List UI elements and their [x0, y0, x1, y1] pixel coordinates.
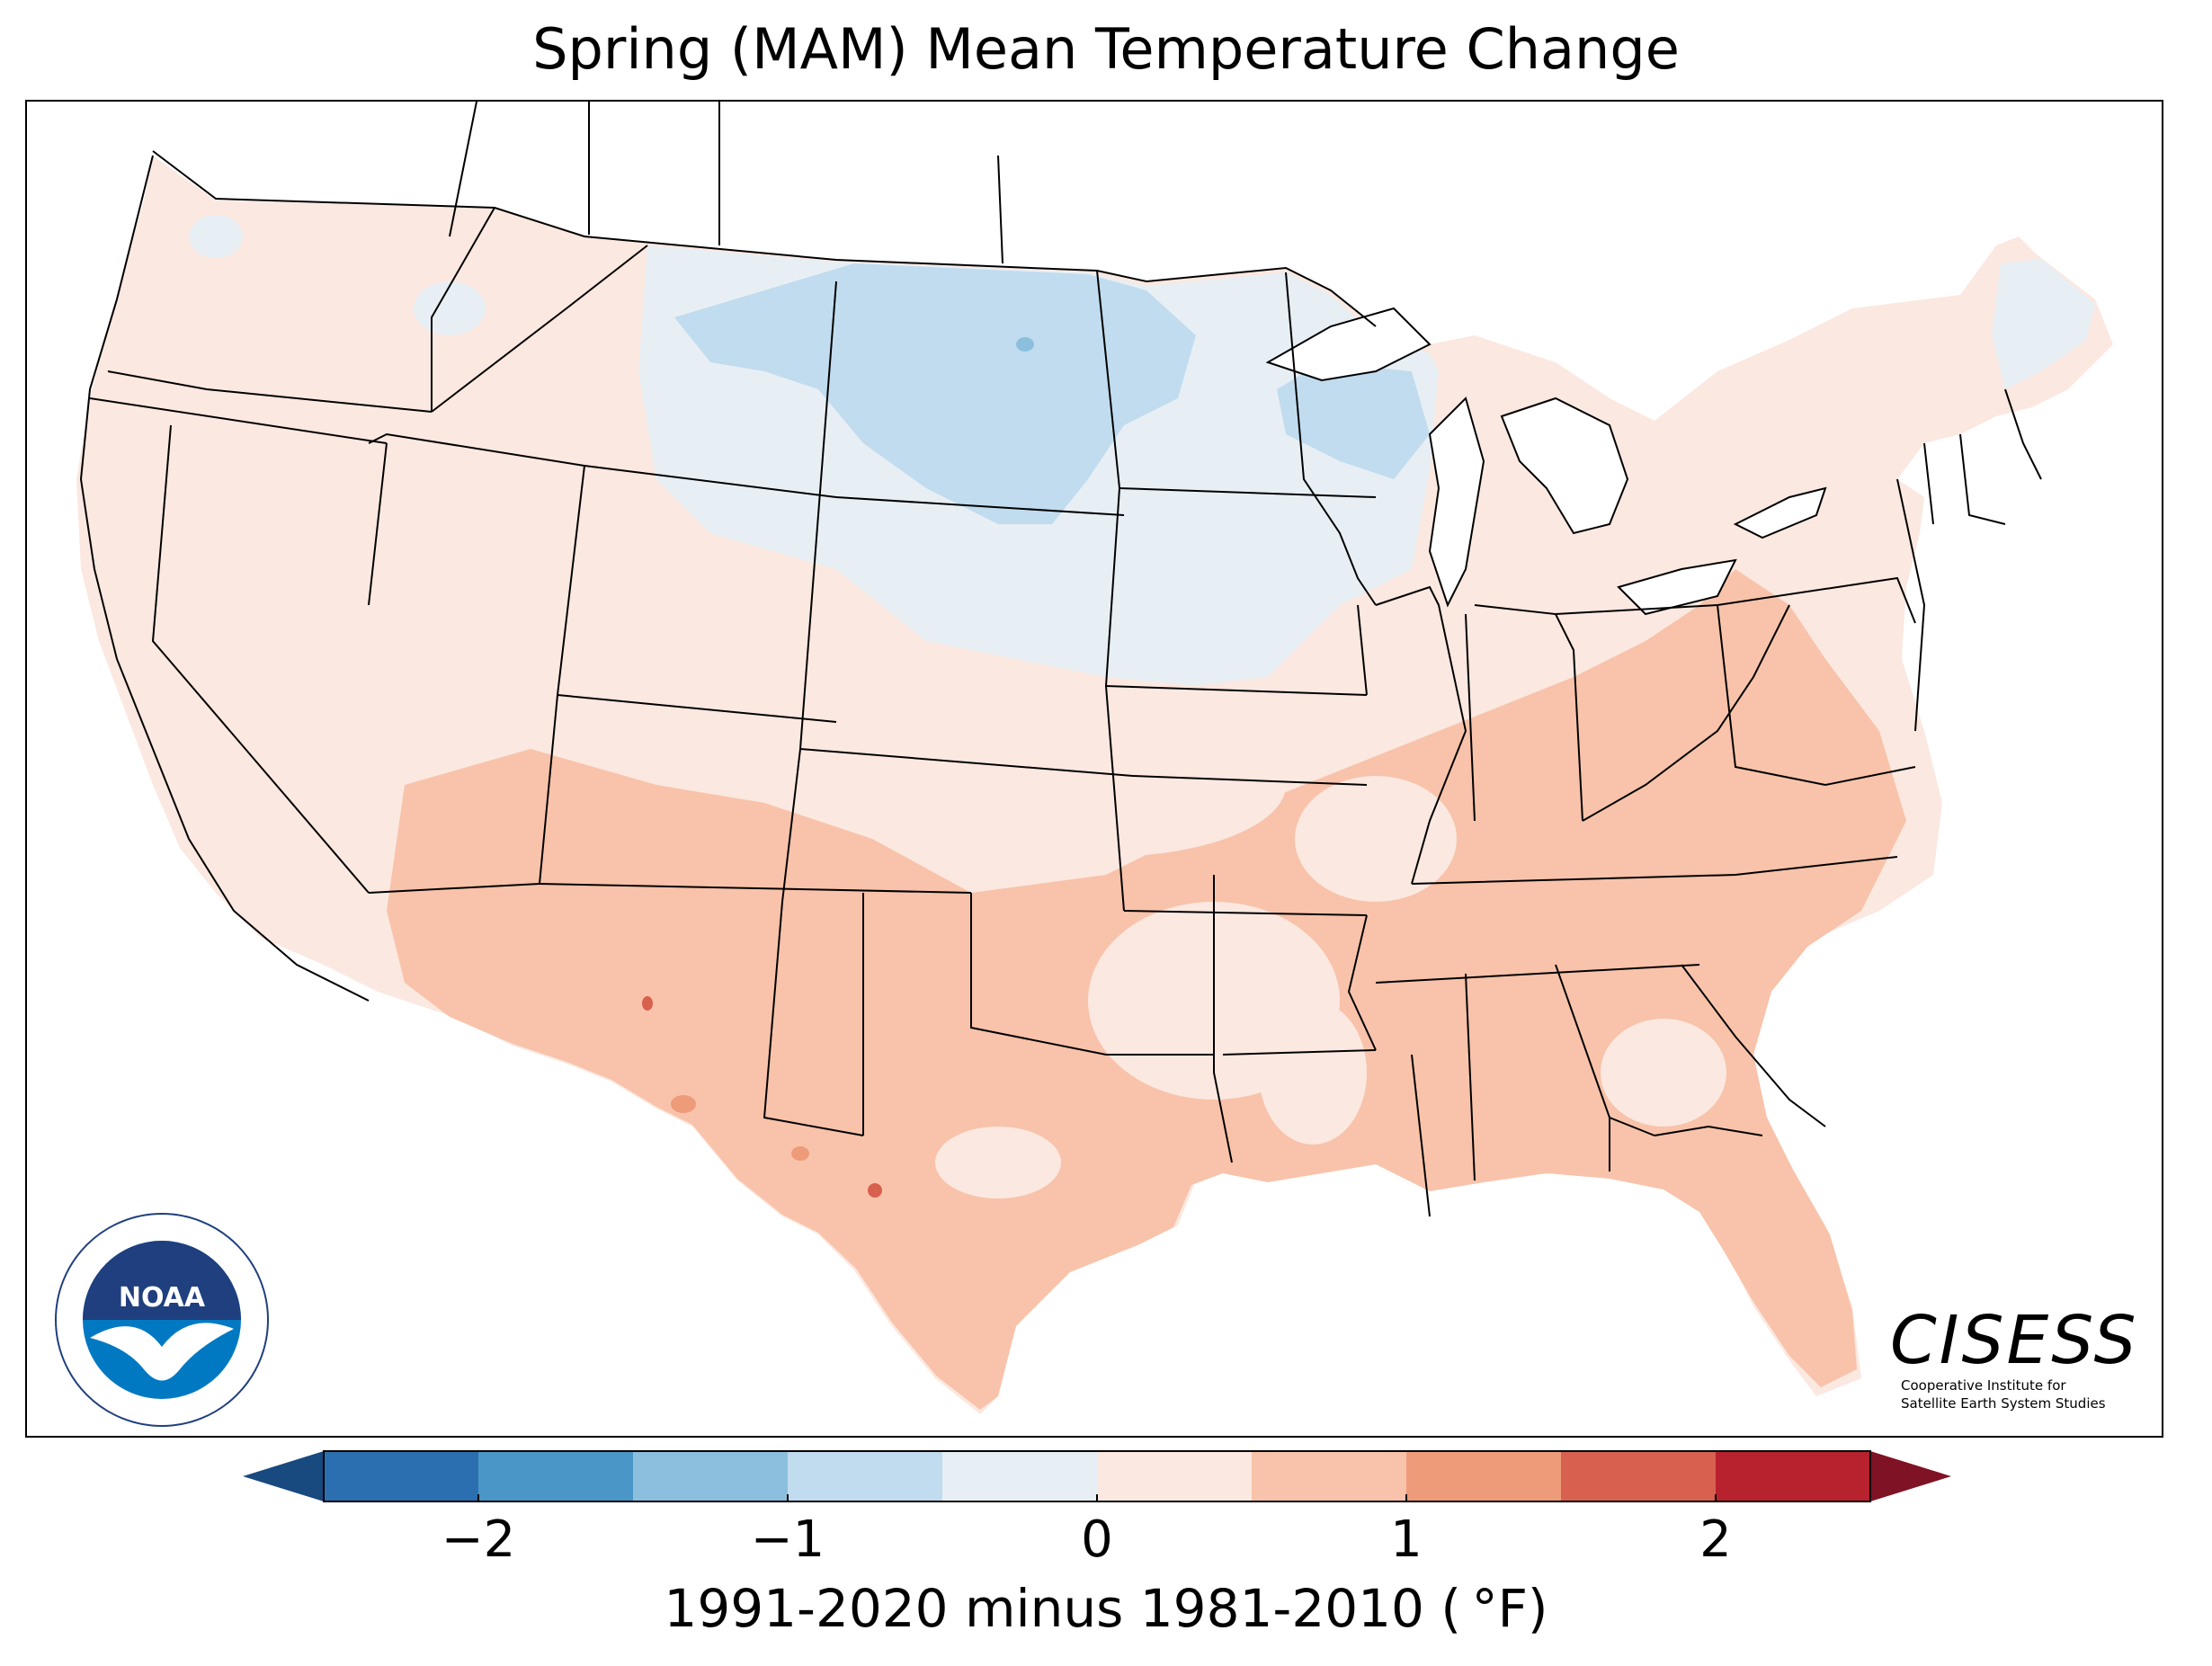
cool-patch — [189, 215, 243, 258]
colorbar-ticks — [477, 1494, 1717, 1501]
colorbar-tick-label: −1 — [750, 1510, 825, 1569]
colorbar-over-arrow — [1870, 1451, 1951, 1501]
cisess-logo-subtitle-line1: Cooperative Institute for — [1901, 1377, 2066, 1394]
cool-patch — [414, 281, 486, 335]
state-boundaries — [79, 102, 2042, 1217]
warm-spot — [791, 1146, 809, 1161]
warm-spot — [671, 1095, 696, 1113]
warm-spot — [868, 1183, 882, 1198]
cisess-logo-name: CISESS — [1890, 1302, 2139, 1379]
colorbar-bin — [324, 1451, 478, 1501]
colorbar-bins — [324, 1451, 1870, 1501]
colorbar-bin — [1716, 1451, 1870, 1501]
noaa-logo-text: NOAA — [119, 1282, 206, 1314]
light-patch — [881, 677, 1043, 785]
coolest-spot — [1016, 337, 1034, 352]
warm-spot — [642, 996, 653, 1011]
conus-land — [76, 156, 2113, 1414]
colorbar-tick-label: 0 — [1081, 1510, 1113, 1569]
colorbar-bin — [1252, 1451, 1406, 1501]
temperature-change-map — [76, 102, 2113, 1414]
colorbar-bin — [942, 1451, 1097, 1501]
cooler-region — [1277, 362, 1430, 479]
colorbar-bin — [1406, 1451, 1561, 1501]
noaa-logo: NOAA — [55, 1213, 269, 1427]
colorbar-label: 1991-2020 minus 1981-2010 ( °F) — [664, 1578, 1548, 1639]
colorbar-tick-label: 1 — [1390, 1510, 1423, 1569]
colorbar-bin — [788, 1451, 942, 1501]
cisess-logo: CISESS Cooperative Institute for Satelli… — [1890, 1302, 2162, 1412]
colorbar-tick-label: 2 — [1699, 1510, 1732, 1569]
cool-region-northeast — [1992, 259, 2095, 389]
cisess-logo-subtitle-line2: Satellite Earth System Studies — [1901, 1395, 2106, 1412]
colorbar-bin — [633, 1451, 788, 1501]
light-patch — [1259, 1001, 1367, 1145]
colorbar-under-arrow — [243, 1451, 324, 1501]
map-title: Spring (MAM) Mean Temperature Change — [532, 16, 1680, 82]
light-patch — [1601, 1019, 1726, 1127]
great-lakes — [1265, 307, 1827, 616]
light-patch — [935, 1127, 1061, 1198]
cooler-region — [674, 263, 1196, 524]
colorbar-bin — [1097, 1451, 1252, 1501]
colorbar-bin — [478, 1451, 633, 1501]
map-panel: NOAA CISESS Cooperative Institute for Sa… — [25, 100, 2163, 1438]
colorbar-tick-label: −2 — [441, 1510, 516, 1569]
colorbar-bin — [1561, 1451, 1716, 1501]
colorbar — [243, 1450, 1951, 1502]
